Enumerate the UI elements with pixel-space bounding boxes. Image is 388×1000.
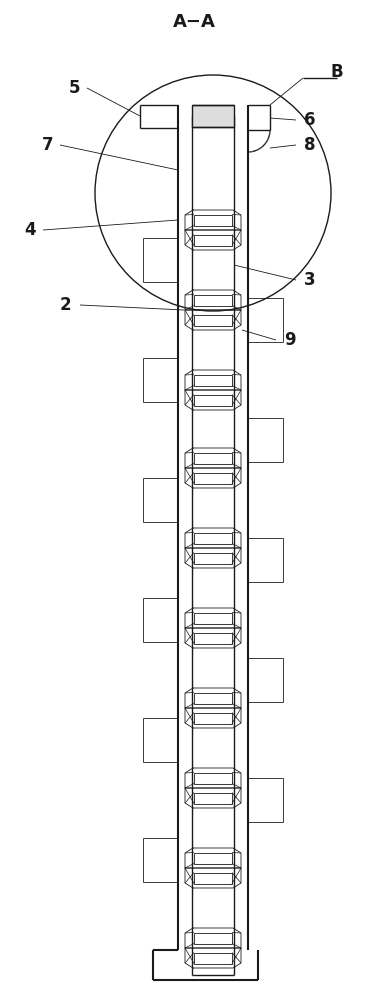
Bar <box>194 234 232 245</box>
Bar <box>194 532 232 544</box>
Text: 3: 3 <box>304 271 316 289</box>
Bar <box>194 394 232 406</box>
Text: 5: 5 <box>69 79 81 97</box>
Bar <box>194 772 232 784</box>
Text: 7: 7 <box>42 136 54 154</box>
Text: 4: 4 <box>24 221 36 239</box>
Bar <box>194 374 232 385</box>
Bar <box>192 105 234 127</box>
Text: 2: 2 <box>59 296 71 314</box>
Bar <box>194 952 232 964</box>
Bar <box>194 552 232 564</box>
Text: B: B <box>331 63 343 81</box>
Bar <box>194 314 232 326</box>
Bar <box>194 932 232 944</box>
Bar <box>194 215 232 226</box>
Bar <box>194 852 232 863</box>
Bar <box>194 473 232 484</box>
Bar <box>194 712 232 724</box>
Text: A−A: A−A <box>173 13 215 31</box>
Bar <box>194 633 232 644</box>
Bar <box>194 452 232 464</box>
Text: 6: 6 <box>304 111 316 129</box>
Text: 8: 8 <box>304 136 316 154</box>
Bar <box>194 872 232 884</box>
Bar <box>194 792 232 804</box>
Bar <box>194 692 232 704</box>
Bar <box>194 612 232 624</box>
Text: 9: 9 <box>284 331 296 349</box>
Bar <box>194 294 232 306</box>
